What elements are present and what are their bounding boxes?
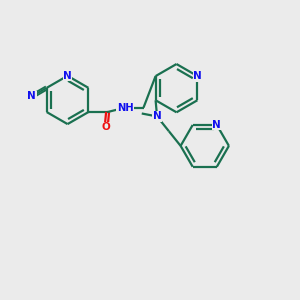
- Text: N: N: [212, 120, 221, 130]
- Text: N: N: [63, 71, 72, 81]
- Text: N: N: [193, 71, 202, 81]
- Text: N: N: [28, 92, 36, 101]
- Text: NH: NH: [117, 103, 134, 112]
- Text: O: O: [102, 122, 110, 132]
- Text: N: N: [153, 111, 161, 122]
